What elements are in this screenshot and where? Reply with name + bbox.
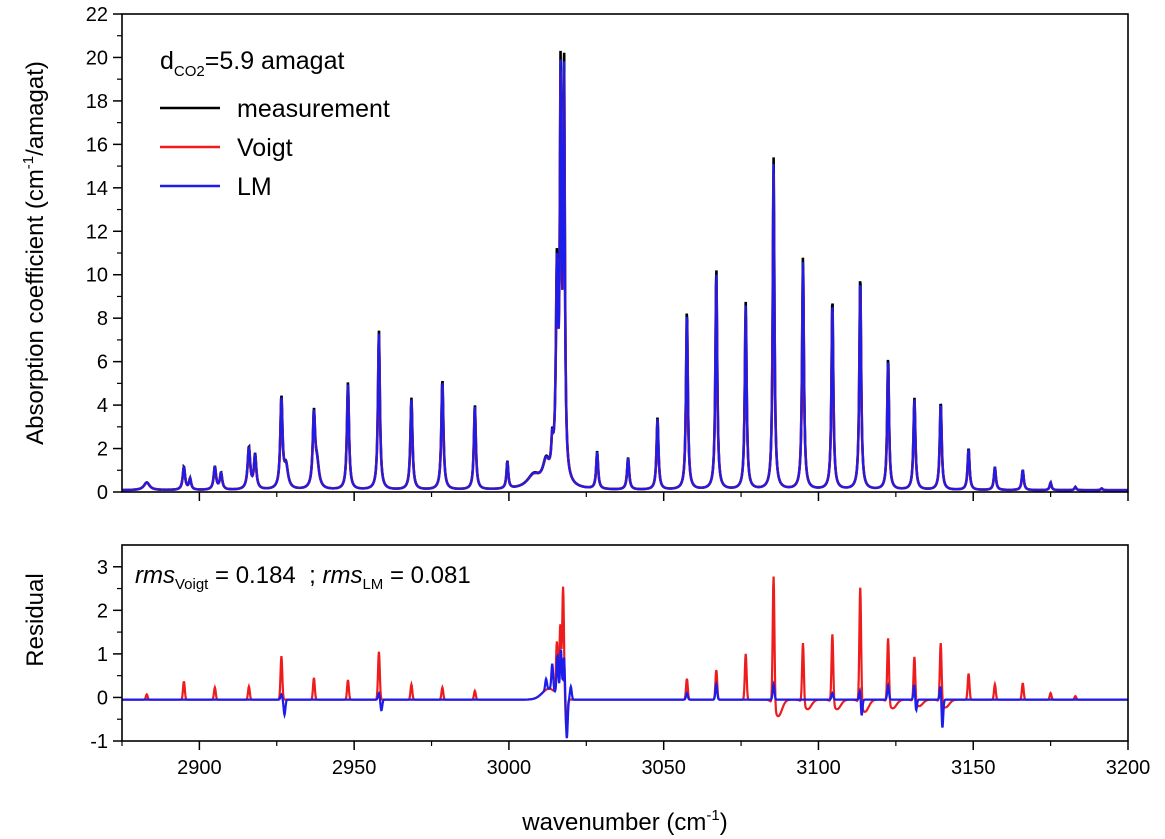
x-axis-title: wavenumber (cm-1) — [521, 807, 727, 836]
legend: measurement Voigt LM — [160, 95, 390, 201]
absorption-y-tick-label: 12 — [86, 221, 108, 243]
residual-panel: -1 0 1 2 3 2900 2950 3000 3050 3100 3150 3200 Resi… — [22, 544, 1151, 836]
absorption-y-axis-title: Absorption coefficient (cm-1/amagat) — [20, 61, 49, 445]
residual-y-ticks: -1 0 1 2 3 — [90, 557, 122, 753]
absorption-y-tick-label: 0 — [97, 482, 108, 504]
x-tick-label: 3000 — [487, 757, 532, 779]
residual-y-tick-label: 2 — [97, 600, 108, 622]
absorption-y-tick-label: 22 — [86, 4, 108, 26]
x-tick-label: 2900 — [177, 757, 222, 779]
absorption-plot-area — [121, 50, 1128, 492]
legend-label-lm: LM — [237, 173, 272, 201]
x-tick-label: 2950 — [332, 757, 377, 779]
absorption-y-tick-label: 8 — [97, 308, 108, 330]
residual-y-tick-label: 0 — [97, 687, 108, 709]
absorption-panel: 0 2 4 6 8 10 12 14 16 18 20 22 Absorption coefficie… — [20, 4, 1129, 504]
residual-plot-area — [122, 576, 1128, 739]
residual-y-tick-label: 3 — [97, 557, 108, 579]
rms-annotation: rmsVoigt = 0.184 ; rmsLM = 0.081 — [135, 562, 471, 593]
absorption-series-lm — [121, 59, 1128, 492]
residual-y-tick-label: -1 — [90, 731, 108, 753]
residual-plot-frame — [121, 544, 1129, 742]
absorption-y-tick-label: 14 — [86, 178, 108, 200]
residual-x-ticks: 2900 2950 3000 3050 3100 3150 3200 — [121, 741, 1151, 779]
legend-label-measurement: measurement — [237, 95, 390, 123]
residual-y-tick-label: 1 — [97, 644, 108, 666]
x-tick-label: 3150 — [951, 757, 996, 779]
x-tick-label: 3200 — [1106, 757, 1151, 779]
density-annotation: dCO2=5.9 amagat — [160, 47, 344, 80]
residual-y-axis-title: Residual — [22, 573, 49, 666]
absorption-y-tick-label: 2 — [97, 439, 108, 461]
absorption-x-ticks — [198, 492, 1129, 501]
x-tick-label: 3050 — [641, 757, 686, 779]
absorption-y-tick-label: 6 — [97, 352, 108, 374]
x-tick-label: 3100 — [796, 757, 841, 779]
residual-series-lm — [122, 649, 1128, 739]
absorption-y-tick-label: 18 — [86, 91, 108, 113]
absorption-y-tick-label: 16 — [86, 134, 108, 156]
legend-label-voigt: Voigt — [237, 134, 293, 162]
absorption-y-tick-label: 4 — [97, 395, 108, 417]
absorption-y-tick-label: 20 — [86, 47, 108, 69]
absorption-y-tick-label: 10 — [86, 265, 108, 287]
absorption-y-ticks: 0 2 4 6 8 10 12 14 16 18 20 22 — [86, 4, 122, 504]
